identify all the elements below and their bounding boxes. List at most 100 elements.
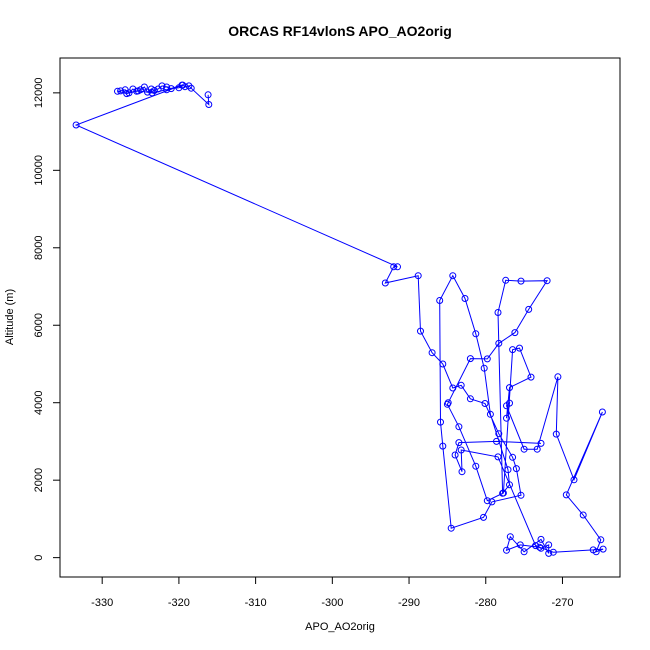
data-point — [428, 349, 436, 357]
data-point — [527, 373, 535, 381]
data-point — [545, 549, 553, 557]
data-point — [486, 410, 494, 418]
data-point — [134, 87, 142, 95]
data-point — [509, 453, 517, 461]
data-point — [390, 263, 398, 271]
data-point — [148, 89, 156, 97]
data-point — [506, 481, 513, 489]
data-point — [480, 364, 488, 372]
y-axis: 0 2000 4000 6000 8000 10000 12000 — [33, 78, 60, 561]
data-point — [178, 81, 186, 89]
data-point — [517, 491, 525, 499]
data-point — [545, 541, 553, 549]
data-point — [394, 263, 401, 271]
y-tick-label-2: 4000 — [33, 390, 45, 414]
data-point — [439, 360, 447, 368]
y-tick-label-6: 12000 — [33, 78, 45, 109]
data-point — [554, 373, 562, 381]
data-point — [455, 439, 463, 447]
data-point — [483, 497, 491, 505]
data-point — [516, 344, 523, 352]
data-point — [503, 414, 510, 422]
data-point — [536, 543, 543, 551]
x-tick-label-5: -280 — [475, 597, 497, 609]
data-point — [121, 86, 129, 94]
data-point — [504, 466, 512, 474]
x-tick-label-2: -310 — [245, 597, 267, 609]
y-axis-label: Altitude (m) — [4, 289, 16, 345]
data-point — [509, 346, 517, 354]
data-point — [154, 85, 162, 93]
data-series — [72, 81, 607, 557]
data-point — [517, 277, 525, 285]
data-point — [204, 91, 212, 99]
x-tick-label-3: -300 — [321, 597, 343, 609]
x-axis-label: APO_AO2orig — [305, 621, 375, 633]
data-point — [205, 101, 213, 108]
y-tick-label-3: 6000 — [33, 313, 45, 337]
data-point — [516, 541, 524, 549]
y-tick-label-5: 10000 — [33, 155, 45, 186]
data-point — [543, 277, 551, 285]
data-point — [502, 276, 510, 284]
data-point — [494, 309, 502, 316]
data-point — [114, 87, 121, 95]
data-point — [472, 462, 480, 470]
data-point — [417, 327, 424, 335]
data-point — [533, 445, 541, 453]
data-point — [72, 121, 80, 129]
data-point — [537, 439, 545, 447]
data-point — [520, 445, 528, 453]
data-point — [436, 297, 444, 304]
data-point — [480, 513, 487, 521]
data-point — [163, 86, 171, 94]
data-point — [461, 295, 469, 302]
series-line-0 — [74, 84, 604, 554]
data-point — [552, 430, 560, 438]
data-point — [123, 90, 131, 98]
data-point — [466, 395, 474, 403]
x-axis: -330 -320 -310 -300 -290 -280 -270 — [91, 577, 573, 609]
data-point — [503, 402, 510, 410]
x-tick-label-6: -270 — [551, 597, 573, 609]
data-point — [443, 400, 451, 408]
data-point — [455, 423, 463, 431]
data-point — [163, 83, 171, 91]
data-point — [589, 546, 597, 554]
data-point — [499, 489, 507, 497]
chart-title: ORCAS RF14vlonS APO_AO2orig — [228, 23, 452, 39]
data-point — [495, 430, 503, 438]
data-point — [439, 442, 447, 450]
data-point — [598, 408, 606, 416]
data-point — [493, 437, 500, 445]
data-point — [537, 535, 545, 543]
data-point — [449, 384, 457, 392]
data-point — [414, 272, 422, 280]
data-point — [520, 548, 528, 556]
data-point — [532, 542, 540, 550]
data-point — [483, 355, 491, 363]
data-point — [437, 418, 444, 426]
data-point — [579, 511, 587, 519]
data-point — [494, 453, 502, 461]
data-point — [466, 355, 474, 363]
data-point — [451, 451, 459, 459]
data-point — [381, 279, 389, 287]
data-point — [506, 384, 513, 392]
data-point — [457, 446, 465, 454]
data-point — [562, 491, 570, 499]
x-tick-label-0: -330 — [91, 597, 113, 609]
x-tick-label-1: -320 — [168, 597, 190, 609]
data-point — [506, 533, 514, 541]
data-point — [449, 272, 457, 280]
data-point — [549, 548, 557, 556]
y-tick-label-1: 2000 — [33, 468, 45, 492]
data-point — [458, 468, 466, 476]
data-point — [447, 524, 455, 532]
data-point — [512, 465, 520, 473]
data-point — [511, 329, 519, 337]
data-point — [144, 88, 151, 96]
data-point — [495, 339, 503, 347]
y-tick-label-0: 0 — [33, 555, 45, 561]
